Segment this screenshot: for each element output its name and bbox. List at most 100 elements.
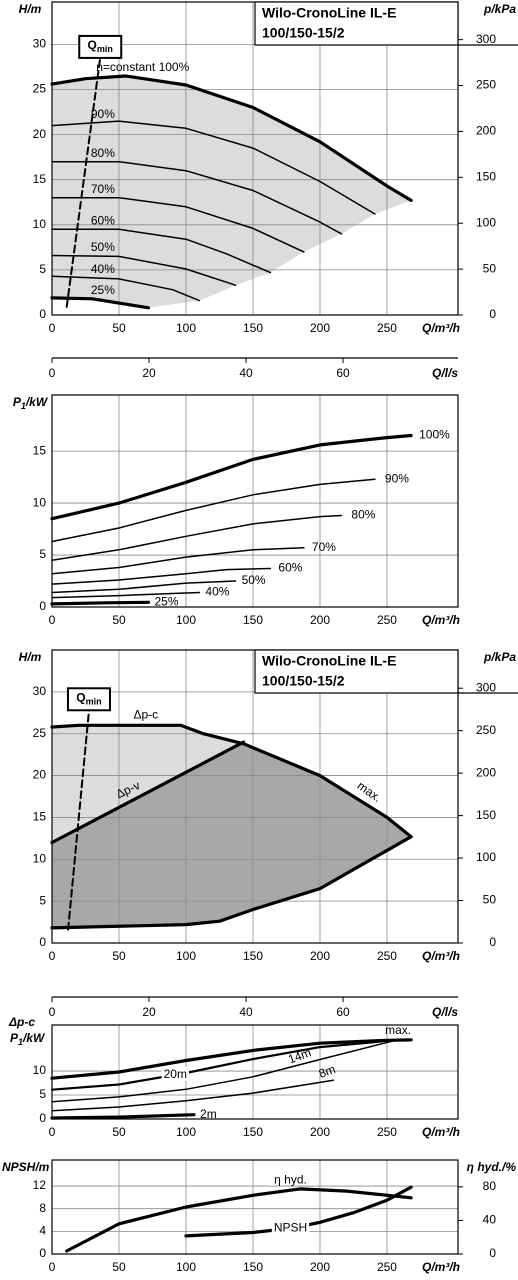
y-tick-label: 15 bbox=[33, 443, 47, 457]
chart-title: 100/150-15/2 bbox=[262, 673, 345, 689]
curve-label: 8m bbox=[317, 1062, 337, 1081]
y-tick-label: 0 bbox=[39, 1246, 46, 1260]
x-tick-label: 250 bbox=[377, 1260, 397, 1274]
x-axis-label: Q/m³/h bbox=[422, 321, 460, 335]
curve-label: 90% bbox=[91, 107, 115, 121]
curve bbox=[50, 1113, 196, 1120]
curve-label: 90% bbox=[385, 471, 409, 485]
x-axis-label: Q/m³/h bbox=[422, 949, 460, 963]
x-tick-label: 50 bbox=[112, 949, 126, 963]
curve-label: 40% bbox=[91, 262, 115, 276]
y2-axis-label: p/kPa bbox=[483, 2, 516, 16]
x-axis-label: Q/l/s bbox=[432, 366, 458, 380]
x-tick-label: 40 bbox=[239, 366, 253, 380]
x-tick-label: 50 bbox=[112, 321, 126, 335]
curve bbox=[184, 1185, 413, 1238]
curve bbox=[51, 514, 343, 561]
curve bbox=[51, 196, 305, 253]
curve bbox=[51, 160, 343, 235]
x-tick-label: 100 bbox=[176, 613, 196, 627]
x-tick-label: 200 bbox=[310, 1260, 330, 1274]
y-tick-label: 0 bbox=[39, 599, 46, 613]
label-main: H/m bbox=[19, 2, 42, 16]
label-main: H/m bbox=[19, 650, 42, 664]
x-tick-label: 100 bbox=[176, 1125, 196, 1139]
curve-label: 80% bbox=[351, 508, 375, 522]
y-tick-label: 0 bbox=[39, 1111, 46, 1125]
y-tick-label: 25 bbox=[33, 726, 47, 740]
y2-tick-label: 100 bbox=[476, 215, 496, 229]
curve bbox=[50, 835, 413, 930]
x-tick-label: 200 bbox=[310, 1125, 330, 1139]
x-tick-label: 250 bbox=[377, 1125, 397, 1139]
curve-label: 80% bbox=[91, 146, 115, 160]
y2-tick-label: 300 bbox=[476, 32, 496, 46]
qmin-box bbox=[78, 34, 123, 59]
label-main: Q bbox=[88, 38, 97, 52]
y-tick-label: 5 bbox=[39, 1087, 46, 1101]
curve bbox=[67, 709, 90, 931]
chart-title: Wilo-CronoLine IL-E bbox=[262, 5, 396, 21]
y2-tick-label: 300 bbox=[476, 680, 496, 694]
y-tick-label: 0 bbox=[39, 307, 46, 321]
title-box bbox=[254, 1, 459, 46]
y-tick-label: 5 bbox=[39, 547, 46, 561]
curve-label: 25% bbox=[91, 283, 115, 297]
y-axis-label: Δp-c bbox=[8, 1015, 35, 1029]
x-tick-label: 100 bbox=[176, 1260, 196, 1274]
y-tick-label: 25 bbox=[33, 82, 47, 96]
x-tick-label: 150 bbox=[243, 949, 263, 963]
label-sub: min bbox=[86, 697, 102, 707]
curve bbox=[242, 742, 413, 839]
x-tick-label: 150 bbox=[243, 1260, 263, 1274]
x-tick-label: 100 bbox=[176, 321, 196, 335]
x-tick-label: 200 bbox=[310, 949, 330, 963]
x-tick-label: 50 bbox=[112, 1125, 126, 1139]
curve bbox=[51, 254, 237, 286]
x-tick-label: 0 bbox=[49, 321, 56, 335]
y-axis-label: P1/kW bbox=[13, 395, 49, 411]
x-tick-label: 250 bbox=[377, 949, 397, 963]
y2-tick-label: 50 bbox=[483, 893, 497, 907]
curve-label: Δp-c bbox=[133, 708, 158, 722]
x-tick-label: 0 bbox=[49, 1125, 56, 1139]
curve-label: 20m bbox=[164, 1067, 187, 1081]
curve-label: 100% bbox=[419, 428, 450, 442]
x-axis-label: Q/m³/h bbox=[422, 1260, 460, 1274]
operating-range bbox=[52, 742, 412, 928]
x-tick-label: 250 bbox=[377, 613, 397, 627]
y-tick-label: 8 bbox=[39, 1201, 46, 1215]
x-tick-label: 0 bbox=[49, 1260, 56, 1274]
operating-range bbox=[52, 75, 412, 308]
curve bbox=[51, 567, 272, 585]
y2-tick-label: 150 bbox=[476, 169, 496, 183]
qmin-box bbox=[66, 687, 111, 712]
curve bbox=[50, 74, 413, 202]
label-sub: 1 bbox=[21, 401, 26, 411]
y-tick-label: 30 bbox=[33, 684, 47, 698]
y2-tick-label: 50 bbox=[483, 261, 497, 275]
curve bbox=[51, 580, 237, 594]
y2-tick-label: 80 bbox=[483, 1179, 497, 1193]
curve bbox=[50, 600, 151, 606]
x-tick-label: 50 bbox=[112, 1260, 126, 1274]
curve bbox=[51, 275, 201, 302]
y2-tick-label: 40 bbox=[483, 1213, 497, 1227]
curve-label: η hyd. bbox=[274, 1172, 307, 1186]
y-tick-label: 10 bbox=[33, 495, 47, 509]
curve-label: 25% bbox=[154, 594, 178, 608]
y-tick-label: 10 bbox=[33, 217, 47, 231]
x-tick-label: 0 bbox=[49, 366, 56, 380]
x-tick-label: 200 bbox=[310, 321, 330, 335]
title-box bbox=[254, 649, 459, 694]
x-tick-label: 20 bbox=[142, 366, 156, 380]
curve bbox=[51, 228, 272, 274]
x-axis-label: Q/m³/h bbox=[422, 613, 460, 627]
curve bbox=[50, 433, 413, 521]
curve bbox=[50, 296, 151, 310]
curve-label: 50% bbox=[91, 240, 115, 254]
chart-title: Wilo-CronoLine IL-E bbox=[262, 653, 396, 669]
curve-label: max. bbox=[385, 1023, 411, 1037]
qmin-label: Qmin bbox=[88, 38, 113, 54]
